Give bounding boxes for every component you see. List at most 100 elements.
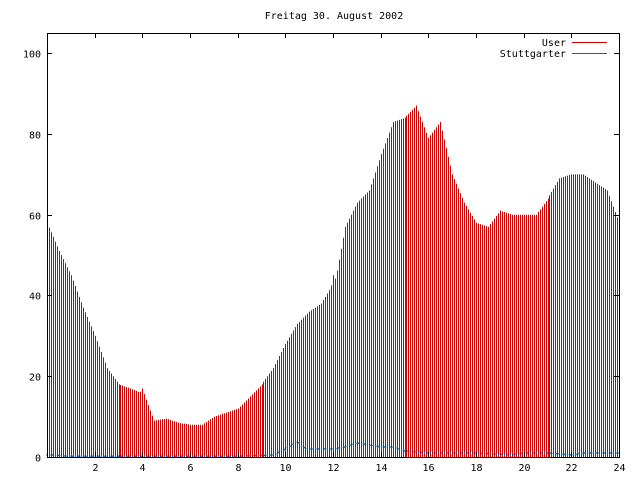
stuttgarter-point	[435, 452, 437, 454]
stuttgarter-point	[140, 455, 143, 457]
stuttgarter-point	[146, 455, 148, 457]
series-user	[47, 105, 620, 457]
stuttgarter-point	[360, 442, 363, 445]
stuttgarter-point	[509, 454, 512, 456]
stuttgarter-point	[51, 454, 54, 456]
stuttgarter-point	[194, 455, 197, 457]
stuttgarter-point	[555, 452, 557, 455]
stuttgarter-point	[226, 455, 228, 457]
stuttgarter-point	[495, 453, 497, 455]
stuttgarter-point	[349, 444, 351, 446]
stuttgarter-point	[432, 452, 434, 454]
stuttgarter-point	[114, 455, 117, 457]
stuttgarter-point	[486, 452, 489, 455]
stuttgarter-point	[329, 448, 331, 450]
stuttgarter-point	[449, 452, 452, 454]
stuttgarter-point	[172, 455, 174, 457]
stuttgarter-point	[397, 448, 400, 450]
stuttgarter-point	[129, 455, 131, 457]
stuttgarter-point	[480, 452, 483, 455]
stuttgarter-point	[595, 452, 597, 454]
stuttgarter-point	[60, 454, 63, 457]
stuttgarter-point	[183, 455, 186, 457]
stuttgarter-point	[463, 452, 466, 454]
stuttgarter-point	[117, 455, 120, 457]
x-tick-label: 24	[613, 463, 625, 474]
stuttgarter-point	[74, 455, 77, 457]
stuttgarter-point	[392, 446, 394, 448]
stuttgarter-point	[581, 452, 583, 455]
stuttgarter-point	[355, 442, 357, 444]
stuttgarter-point	[254, 454, 257, 457]
stuttgarter-point	[337, 447, 340, 449]
stuttgarter-point	[154, 455, 157, 457]
stuttgarter-point	[377, 445, 380, 448]
stuttgarter-point	[315, 448, 317, 450]
stuttgarter-point	[489, 452, 492, 455]
stuttgarter-point	[578, 452, 580, 455]
x-tick-label: 12	[327, 463, 339, 474]
stuttgarter-point	[300, 445, 303, 448]
stuttgarter-point	[343, 446, 346, 448]
stuttgarter-point	[335, 447, 337, 450]
stuttgarter-point	[518, 452, 520, 455]
stuttgarter-point	[283, 448, 286, 451]
stuttgarter-point	[243, 455, 246, 457]
stuttgarter-point	[572, 453, 575, 456]
stuttgarter-point	[212, 455, 214, 457]
stuttgarter-point	[420, 451, 423, 454]
y-tick-label: 60	[29, 212, 41, 223]
stuttgarter-point	[375, 445, 377, 447]
stuttgarter-point	[403, 450, 406, 452]
stuttgarter-point	[120, 455, 123, 457]
stuttgarter-point	[206, 455, 208, 457]
stuttgarter-point	[452, 452, 454, 454]
stuttgarter-point	[558, 453, 560, 455]
x-tick-label: 14	[375, 463, 387, 474]
x-tick-label: 16	[422, 463, 434, 474]
stuttgarter-point	[292, 443, 294, 446]
stuttgarter-point	[89, 455, 91, 457]
stuttgarter-point	[561, 453, 563, 455]
stuttgarter-point	[526, 452, 529, 454]
stuttgarter-point	[277, 451, 280, 454]
stuttgarter-point	[438, 452, 440, 454]
legend-label-stuttgarter: Stuttgarter	[500, 49, 566, 60]
stuttgarter-point	[286, 447, 289, 449]
stuttgarter-point	[455, 452, 457, 454]
stuttgarter-point	[540, 452, 543, 454]
stuttgarter-point	[323, 448, 326, 450]
stuttgarter-point	[186, 455, 188, 457]
stuttgarter-point	[83, 455, 85, 457]
stuttgarter-point	[91, 455, 94, 457]
stuttgarter-point	[197, 455, 200, 457]
stuttgarter-point	[446, 452, 449, 454]
x-tick-label: 18	[470, 463, 482, 474]
stuttgarter-point	[415, 451, 417, 453]
stuttgarter-point	[320, 448, 323, 450]
stuttgarter-point	[586, 452, 589, 454]
stuttgarter-point	[478, 452, 480, 454]
stuttgarter-point	[297, 441, 300, 444]
x-tick-label: 22	[565, 463, 577, 474]
chart-title: Freitag 30. August 2002	[265, 11, 403, 22]
stuttgarter-point	[229, 455, 231, 457]
stuttgarter-point	[538, 452, 540, 454]
stuttgarter-point	[443, 452, 446, 454]
stuttgarter-point	[326, 448, 329, 450]
stuttgarter-point	[192, 455, 194, 457]
stuttgarter-point	[506, 453, 509, 456]
stuttgarter-point	[149, 455, 151, 457]
stuttgarter-point	[520, 452, 523, 455]
stuttgarter-point	[200, 455, 203, 457]
stuttgarter-point	[612, 452, 615, 454]
x-tick-label: 8	[235, 463, 241, 474]
stuttgarter-point	[157, 455, 160, 457]
stuttgarter-point	[363, 443, 366, 445]
stuttgarter-point	[303, 446, 306, 449]
stuttgarter-point	[123, 455, 126, 457]
stuttgarter-point	[209, 455, 211, 457]
stuttgarter-point	[498, 453, 500, 456]
